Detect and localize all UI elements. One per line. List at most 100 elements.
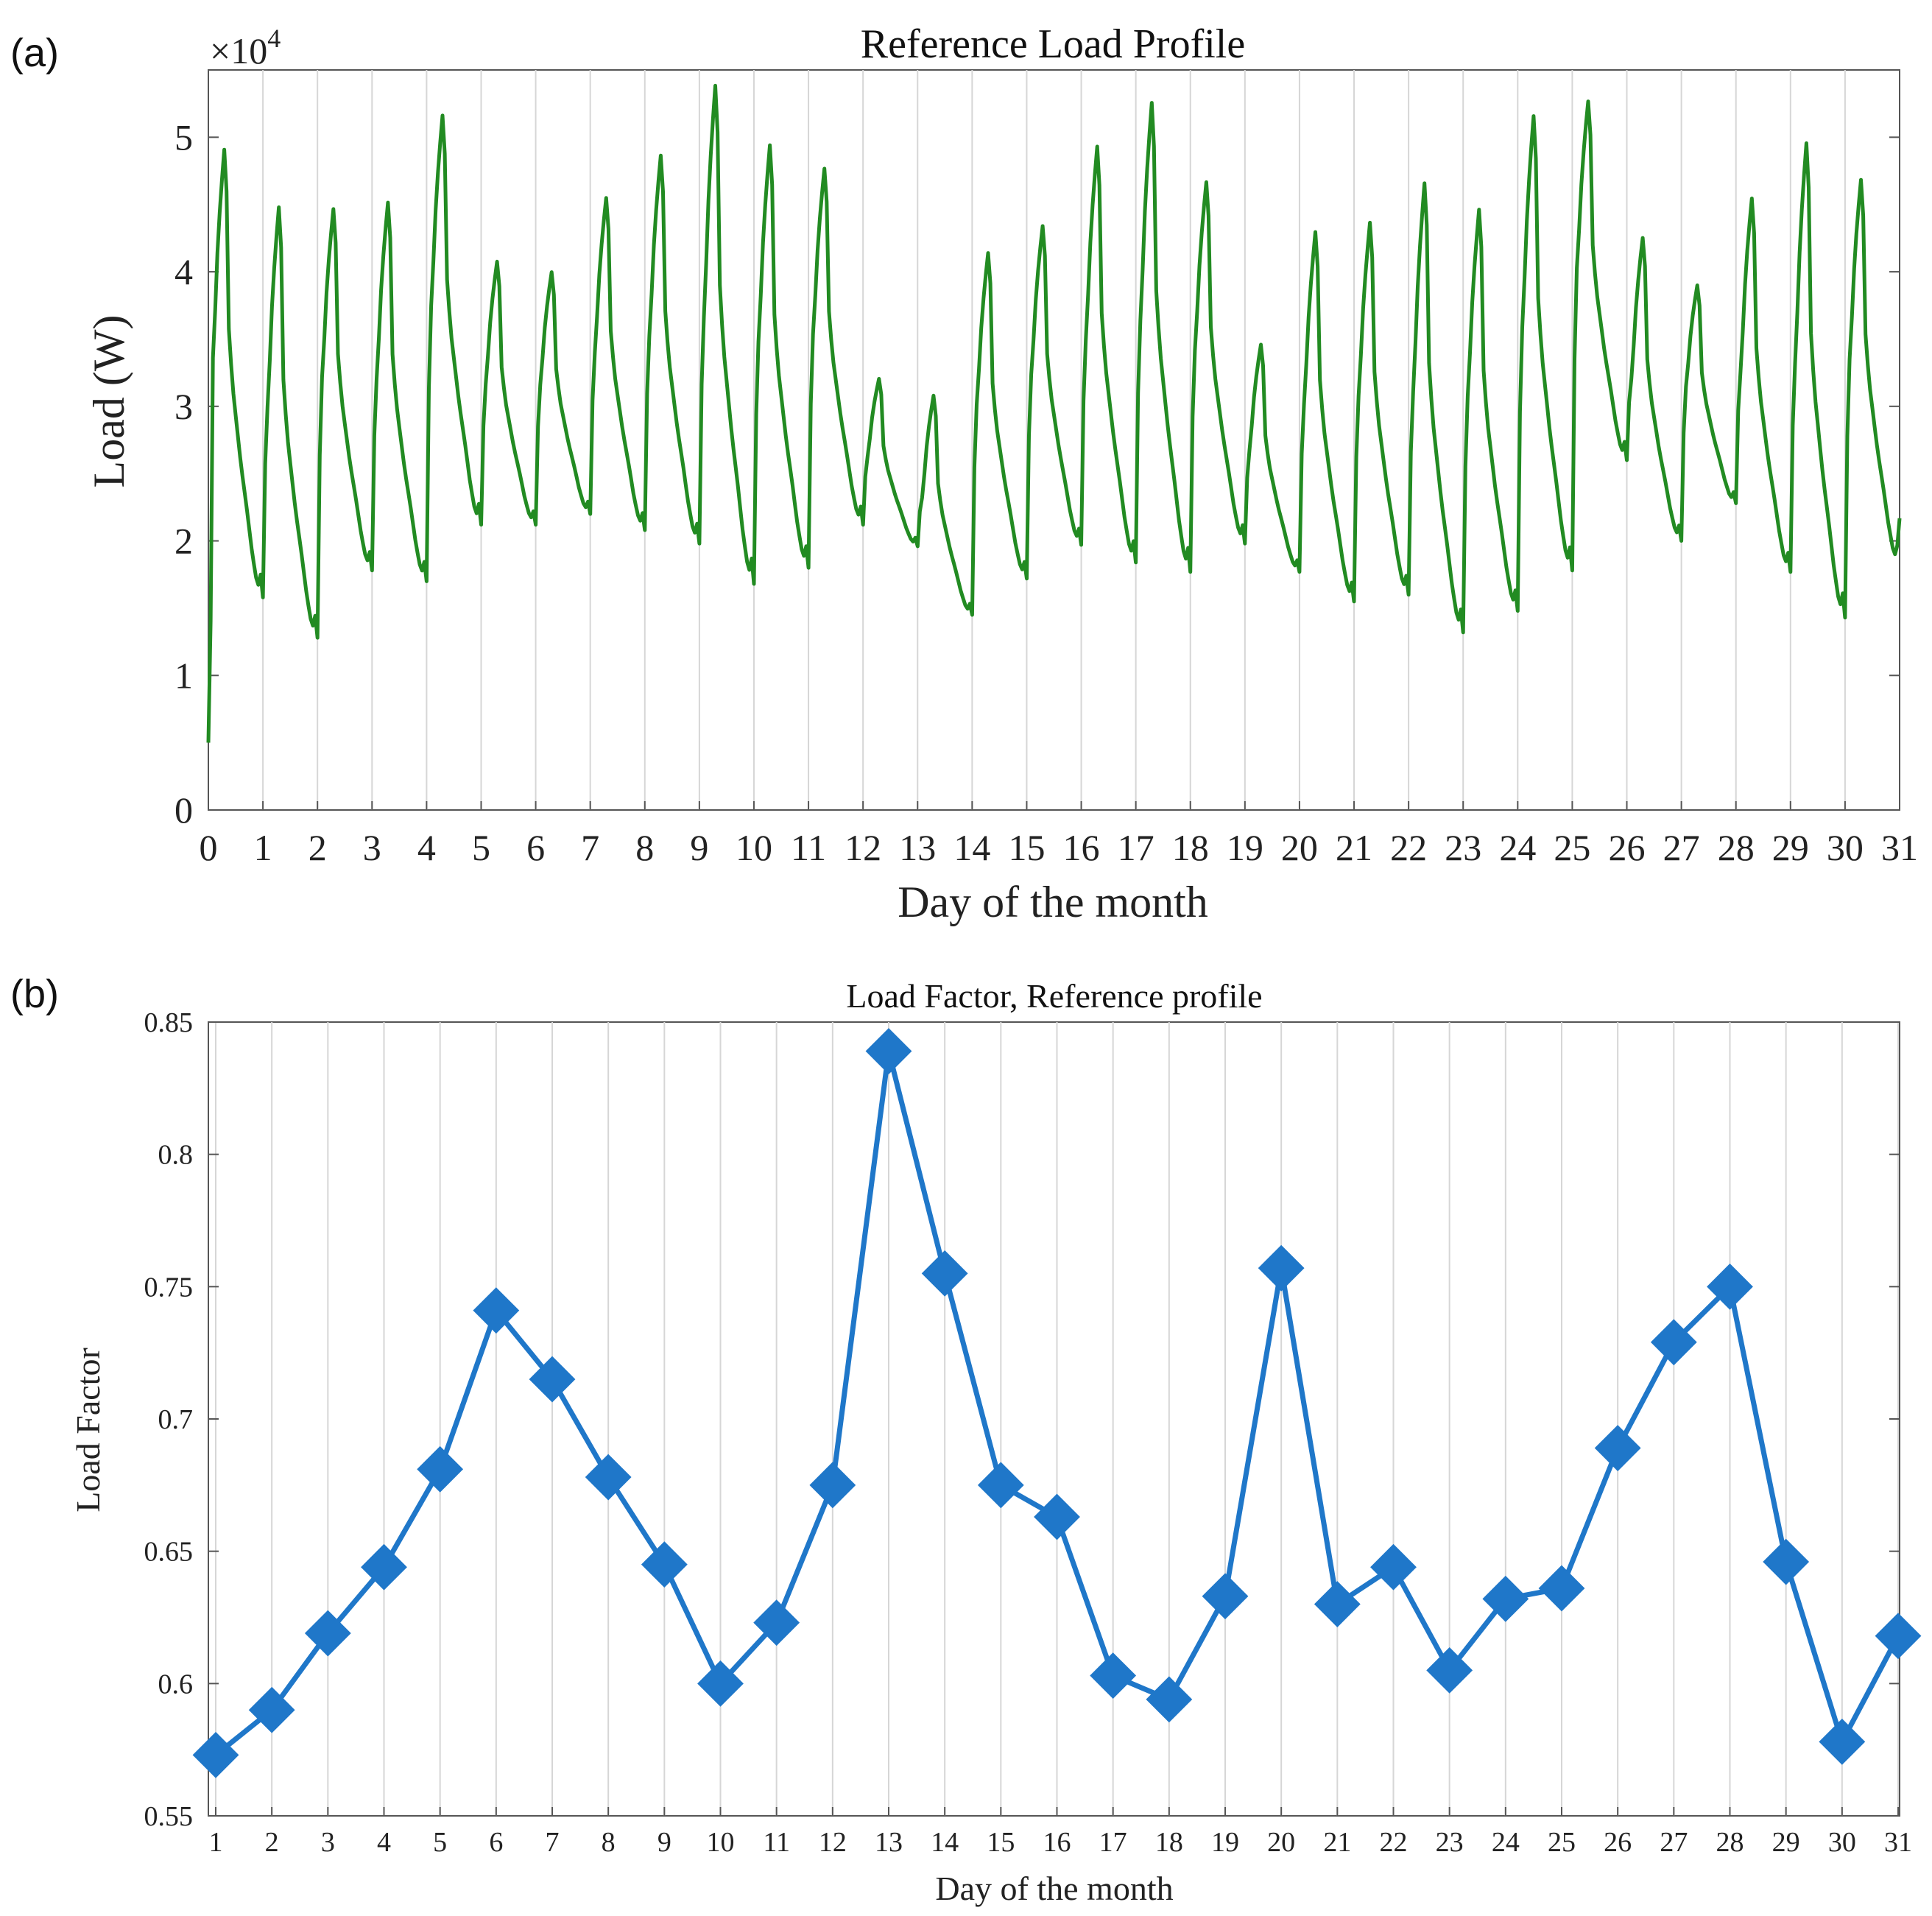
y-multiplier-base: ×10 bbox=[210, 30, 267, 71]
x-tick-label-a: 26 bbox=[1609, 827, 1646, 868]
x-tick-label-b: 15 bbox=[987, 1827, 1015, 1858]
load-factor-point bbox=[417, 1445, 464, 1493]
plot-area-b bbox=[208, 1021, 1900, 1817]
load-factor-point bbox=[585, 1454, 632, 1501]
load-factor-point bbox=[304, 1610, 351, 1657]
x-tick-label-b: 5 bbox=[433, 1827, 447, 1858]
y-ticks-a: 0 1 2 3 4 5 bbox=[174, 116, 1900, 831]
load-factor-point bbox=[1202, 1573, 1249, 1620]
plot-area-a bbox=[208, 69, 1900, 811]
x-tick-label-a: 12 bbox=[845, 827, 881, 868]
x-tick-label-a: 3 bbox=[363, 827, 381, 868]
load-factor-point bbox=[1370, 1543, 1417, 1591]
y-tick-label-b: 0.65 bbox=[144, 1537, 194, 1568]
x-tick-label-b: 23 bbox=[1436, 1827, 1464, 1858]
x-tick-label-b: 14 bbox=[931, 1827, 959, 1858]
x-tick-label-b: 7 bbox=[546, 1827, 560, 1858]
load-factor-point bbox=[697, 1660, 744, 1707]
x-tick-label-b: 8 bbox=[602, 1827, 616, 1858]
x-tick-label-b: 9 bbox=[657, 1827, 671, 1858]
x-tick-label-a: 11 bbox=[791, 827, 826, 868]
load-factor-point bbox=[809, 1462, 856, 1509]
load-factor-point bbox=[1650, 1319, 1697, 1366]
y-tick-label-b: 0.85 bbox=[144, 1007, 194, 1038]
load-factor-point bbox=[1482, 1575, 1529, 1622]
y-axis-label-a: Load (W) bbox=[85, 315, 133, 488]
y-tick-label-a: 0 bbox=[174, 789, 193, 831]
x-tick-label-b: 3 bbox=[321, 1827, 335, 1858]
x-tick-label-a: 22 bbox=[1390, 827, 1427, 868]
load-series bbox=[206, 83, 1902, 743]
x-tick-label-b: 31 bbox=[1884, 1827, 1912, 1858]
x-tick-label-b: 27 bbox=[1660, 1827, 1688, 1858]
x-tick-label-a: 19 bbox=[1227, 827, 1263, 868]
x-tick-label-a: 7 bbox=[581, 827, 599, 868]
x-tick-label-b: 16 bbox=[1043, 1827, 1071, 1858]
load-factor-point bbox=[641, 1541, 688, 1588]
y-ticks-b: 0.55 0.6 0.65 0.7 0.75 0.8 0.85 bbox=[144, 1007, 1900, 1832]
x-tick-label-a: 27 bbox=[1663, 827, 1700, 868]
x-tick-label-b: 1 bbox=[209, 1827, 223, 1858]
x-tick-label-a: 9 bbox=[690, 827, 708, 868]
load-factor-point bbox=[1090, 1652, 1137, 1699]
load-factor-point bbox=[1034, 1493, 1080, 1540]
load-factor-point bbox=[529, 1356, 576, 1403]
x-tick-label-a: 24 bbox=[1499, 827, 1536, 868]
y-tick-label-b: 0.7 bbox=[158, 1404, 194, 1435]
load-factor-series bbox=[192, 1028, 1922, 1778]
load-factor-point bbox=[921, 1250, 968, 1297]
x-tick-label-a: 14 bbox=[953, 827, 990, 868]
load-factor-point bbox=[1146, 1676, 1193, 1723]
x-tick-label-b: 25 bbox=[1548, 1827, 1576, 1858]
load-factor-point bbox=[1314, 1581, 1361, 1627]
y-tick-label-b: 0.75 bbox=[144, 1272, 194, 1303]
x-tick-label-b: 28 bbox=[1716, 1827, 1744, 1858]
x-tick-label-b: 30 bbox=[1828, 1827, 1856, 1858]
x-tick-label-b: 10 bbox=[707, 1827, 735, 1858]
x-tick-label-b: 4 bbox=[377, 1827, 391, 1858]
x-tick-label-b: 11 bbox=[763, 1827, 790, 1858]
x-tick-label-a: 25 bbox=[1554, 827, 1590, 868]
x-tick-label-a: 15 bbox=[1008, 827, 1045, 868]
load-factor-point bbox=[473, 1287, 520, 1334]
x-tick-label-b: 2 bbox=[265, 1827, 279, 1858]
x-tick-label-a: 4 bbox=[417, 827, 436, 868]
x-tick-label-a: 6 bbox=[526, 827, 545, 868]
x-tick-label-a: 21 bbox=[1336, 827, 1372, 868]
x-tick-label-b: 22 bbox=[1380, 1827, 1408, 1858]
load-factor-point bbox=[248, 1686, 295, 1733]
y-multiplier-exp: 4 bbox=[267, 24, 281, 53]
x-tick-label-a: 28 bbox=[1718, 827, 1755, 868]
y-tick-label-a: 4 bbox=[174, 251, 193, 292]
load-factor-point bbox=[865, 1028, 912, 1074]
x-tick-label-b: 19 bbox=[1211, 1827, 1239, 1858]
load-factor-point bbox=[1875, 1613, 1922, 1660]
x-tick-label-b: 17 bbox=[1099, 1827, 1127, 1858]
x-tick-label-a: 23 bbox=[1445, 827, 1481, 868]
x-tick-label-a: 0 bbox=[200, 827, 218, 868]
x-tick-label-a: 16 bbox=[1063, 827, 1100, 868]
chart-b-title: Load Factor, Reference profile bbox=[846, 977, 1262, 1015]
x-tick-label-a: 5 bbox=[472, 827, 490, 868]
x-tick-label-b: 24 bbox=[1492, 1827, 1520, 1858]
x-ticks-a: 0 1 2 3 4 5 6 7 8 9 10 11 12 13 14 15 16 17 18 19 20 21 22 23 24… bbox=[200, 801, 1918, 868]
y-axis-label-b: Load Factor bbox=[69, 1348, 107, 1512]
x-tick-label-a: 1 bbox=[254, 827, 272, 868]
x-axis-label-a: Day of the month bbox=[898, 878, 1208, 926]
panel-a-letter: (a) bbox=[10, 31, 59, 75]
y-tick-label-b: 0.6 bbox=[158, 1669, 194, 1700]
load-factor-point bbox=[1594, 1425, 1641, 1471]
x-tick-label-b: 13 bbox=[875, 1827, 903, 1858]
load-factor-point bbox=[1763, 1538, 1810, 1585]
x-tick-label-b: 18 bbox=[1155, 1827, 1183, 1858]
x-tick-label-a: 20 bbox=[1281, 827, 1318, 868]
y-tick-label-a: 1 bbox=[174, 655, 193, 696]
load-factor-point bbox=[1538, 1565, 1585, 1612]
y-tick-label-a: 5 bbox=[174, 116, 193, 158]
load-factor-point bbox=[1707, 1263, 1753, 1310]
x-tick-label-a: 13 bbox=[899, 827, 936, 868]
load-factor-point bbox=[361, 1543, 407, 1591]
load-factor-point bbox=[977, 1462, 1024, 1509]
x-tick-label-b: 26 bbox=[1604, 1827, 1632, 1858]
